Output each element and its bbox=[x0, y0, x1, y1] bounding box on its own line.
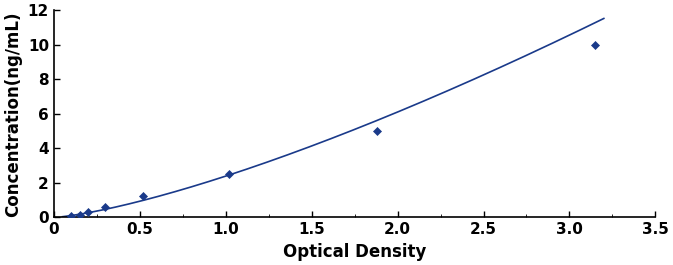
Y-axis label: Concentration(ng/mL): Concentration(ng/mL) bbox=[4, 11, 22, 217]
X-axis label: Optical Density: Optical Density bbox=[283, 243, 426, 261]
